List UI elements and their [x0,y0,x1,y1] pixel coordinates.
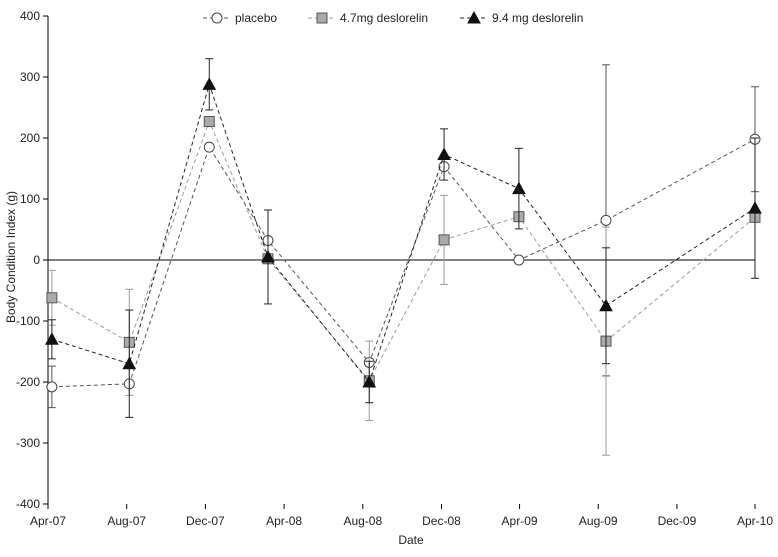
x-tick-label: Dec-09 [658,514,697,528]
y-tick-label: 0 [33,253,40,267]
x-tick-label: Dec-07 [186,514,225,528]
y-tick-label: -300 [16,436,40,450]
data-point [438,234,450,246]
legend-label: 9.4 mg deslorelin [492,11,583,25]
data-point [512,181,526,195]
legend-label: 4.7mg deslorelin [340,11,428,25]
data-point [261,249,275,263]
legend: placebo 4.7mg deslorelin 9.4 mg deslorelin [203,10,583,25]
x-tick-label: Apr-08 [266,514,302,528]
y-tick-label: 400 [20,9,40,23]
data-point [437,147,451,160]
data-point [362,374,377,388]
data-point [600,214,612,226]
data-point [599,298,613,312]
x-axis-label: Date [398,533,424,547]
y-tick-label: 200 [20,131,40,145]
legend-item-1: placebo [203,11,277,25]
y-tick-label: 100 [20,192,40,206]
data-point [748,201,762,214]
data-point [203,116,215,128]
data-point [203,141,215,153]
data-point [46,292,58,304]
legend-marker [467,10,481,24]
legend-marker [211,12,223,24]
series-line [51,120,756,382]
series-3 [45,58,762,418]
x-tick-label: Dec-08 [422,514,461,528]
data-point [513,254,525,266]
series-layer [45,58,762,456]
data-point [45,332,59,345]
series-line [51,138,756,388]
x-tick-label: Aug-07 [107,514,146,528]
x-tick-label: Apr-07 [30,514,66,528]
legend-marker [316,12,328,24]
legend-item-2: 4.7mg deslorelin [308,11,428,25]
y-tick-label: -100 [16,314,40,328]
series-2 [46,116,761,456]
x-tick-label: Apr-10 [737,514,773,528]
x-tick-label: Apr-09 [502,514,538,528]
data-point [122,356,137,370]
y-axis-label: Body Condition Index (g) [4,191,18,323]
data-point [202,77,217,90]
series-1 [46,64,761,409]
y-tick-label: -200 [16,375,40,389]
axes: 400 300 200 100 0 -100 -200 -300 -400 Apr-07 Aug-0… [16,9,773,528]
x-tick-label: Aug-08 [343,514,382,528]
data-point [46,381,58,393]
y-tick-label: -400 [16,497,40,511]
x-tick-label: Aug-09 [579,514,618,528]
legend-label: placebo [235,11,277,25]
y-tick-label: 300 [20,70,40,84]
legend-item-3: 9.4 mg deslorelin [460,10,583,25]
series-line [51,82,756,384]
